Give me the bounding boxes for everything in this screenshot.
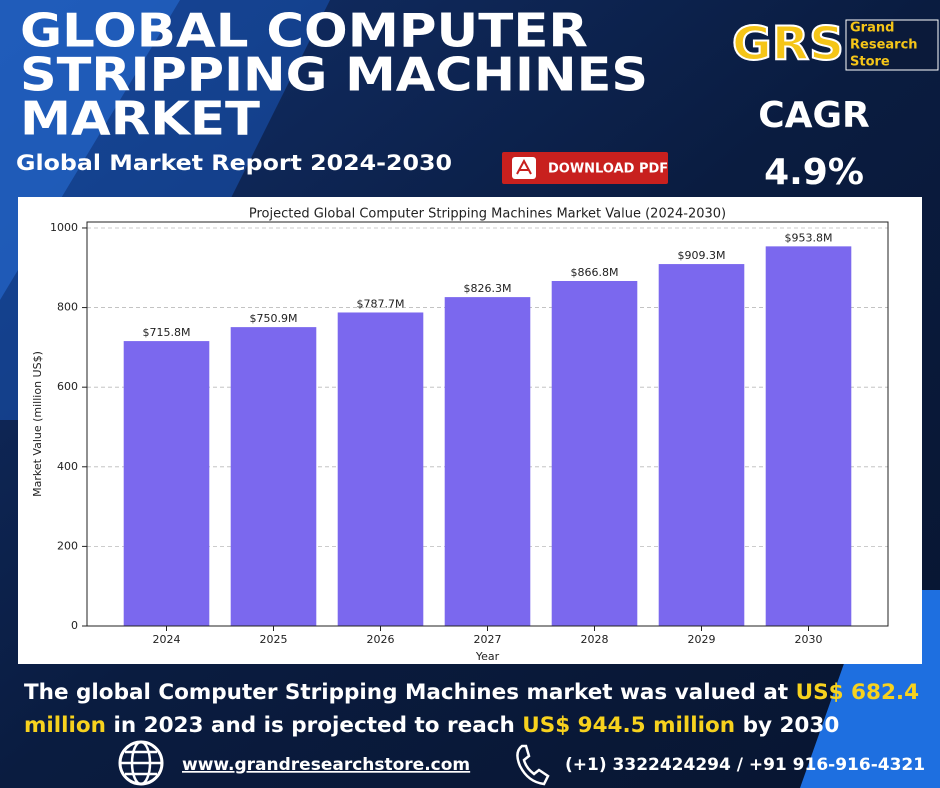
subtitle: Global Market Report 2024-2030	[16, 151, 452, 175]
download-button[interactable]: DOWNLOAD PDF	[502, 152, 668, 184]
bar	[230, 327, 317, 626]
bar	[551, 280, 638, 626]
x-tick-label: 2024	[153, 633, 181, 646]
x-tick-label: 2029	[688, 633, 716, 646]
value-label: $787.7M	[357, 297, 405, 310]
bar	[444, 297, 531, 626]
title-line: GLOBAL COMPUTER	[20, 4, 588, 58]
summary-highlight: US$ 682.4 million	[24, 680, 920, 738]
cagr-label: CAGR	[758, 95, 870, 136]
value-label: $750.9M	[250, 312, 298, 325]
phone-number: (+1) 3322424294 / +91 916-916-4321	[565, 755, 925, 775]
title-line: STRIPPING MACHINES	[20, 48, 648, 102]
footer: www.grandresearchstore.com (+1) 33224242…	[118, 740, 925, 786]
logo: GRS Grand Research Store	[731, 16, 939, 72]
cagr-value: 4.9%	[764, 152, 864, 193]
title-line: MARKET	[20, 92, 261, 146]
title: GLOBAL COMPUTER STRIPPING MACHINES MARKE…	[20, 4, 648, 146]
y-tick-label: 200	[57, 539, 78, 552]
bar	[337, 312, 424, 626]
logo-mark: GRS	[732, 17, 844, 71]
plot-frame	[86, 221, 889, 627]
x-tick-label: 2026	[367, 633, 395, 646]
y-tick-label: 800	[57, 301, 78, 314]
chart: Projected Global Computer Stripping Mach…	[18, 197, 922, 664]
y-tick-label: 1000	[50, 221, 78, 234]
bar	[765, 246, 852, 626]
bar	[123, 341, 210, 626]
value-label: $953.8M	[785, 231, 833, 244]
button-bg	[502, 152, 668, 184]
x-axis-label: Year	[475, 650, 500, 663]
summary-text: The global Computer Stripping Machines m…	[24, 680, 796, 705]
pdf-icon-glyph	[516, 158, 532, 175]
x-tick-label: 2030	[795, 633, 823, 646]
value-label: $715.8M	[143, 326, 191, 339]
value-label: $826.3M	[464, 282, 512, 295]
y-tick-label: 0	[71, 619, 78, 632]
value-label: $866.8M	[571, 266, 619, 279]
summary: The global Computer Stripping Machines m…	[24, 676, 924, 742]
phone-icon	[516, 744, 550, 786]
x-tick-label: 2027	[474, 633, 502, 646]
y-tick-label: 600	[57, 380, 78, 393]
summary-text: in 2023 and is projected to reach	[105, 713, 523, 738]
summary-text: by 2030	[735, 713, 840, 738]
value-label: $909.3M	[678, 249, 726, 262]
logo-text: Research	[850, 38, 918, 53]
bar	[658, 264, 745, 626]
logo-box	[845, 19, 939, 71]
logo-text: Store	[850, 55, 890, 70]
summary-highlight: US$ 944.5 million	[522, 713, 736, 738]
globe-icon	[120, 750, 162, 776]
chart-title: Projected Global Computer Stripping Mach…	[249, 207, 726, 222]
logo-text: Grand	[850, 21, 894, 36]
website-link[interactable]: www.grandresearchstore.com	[182, 755, 470, 775]
button-label[interactable]: DOWNLOAD PDF	[548, 162, 668, 177]
y-tick-label: 400	[57, 460, 78, 473]
x-tick-label: 2025	[260, 633, 288, 646]
x-tick-label: 2028	[581, 633, 609, 646]
y-axis-label: Market Value (million US$)	[31, 351, 44, 497]
